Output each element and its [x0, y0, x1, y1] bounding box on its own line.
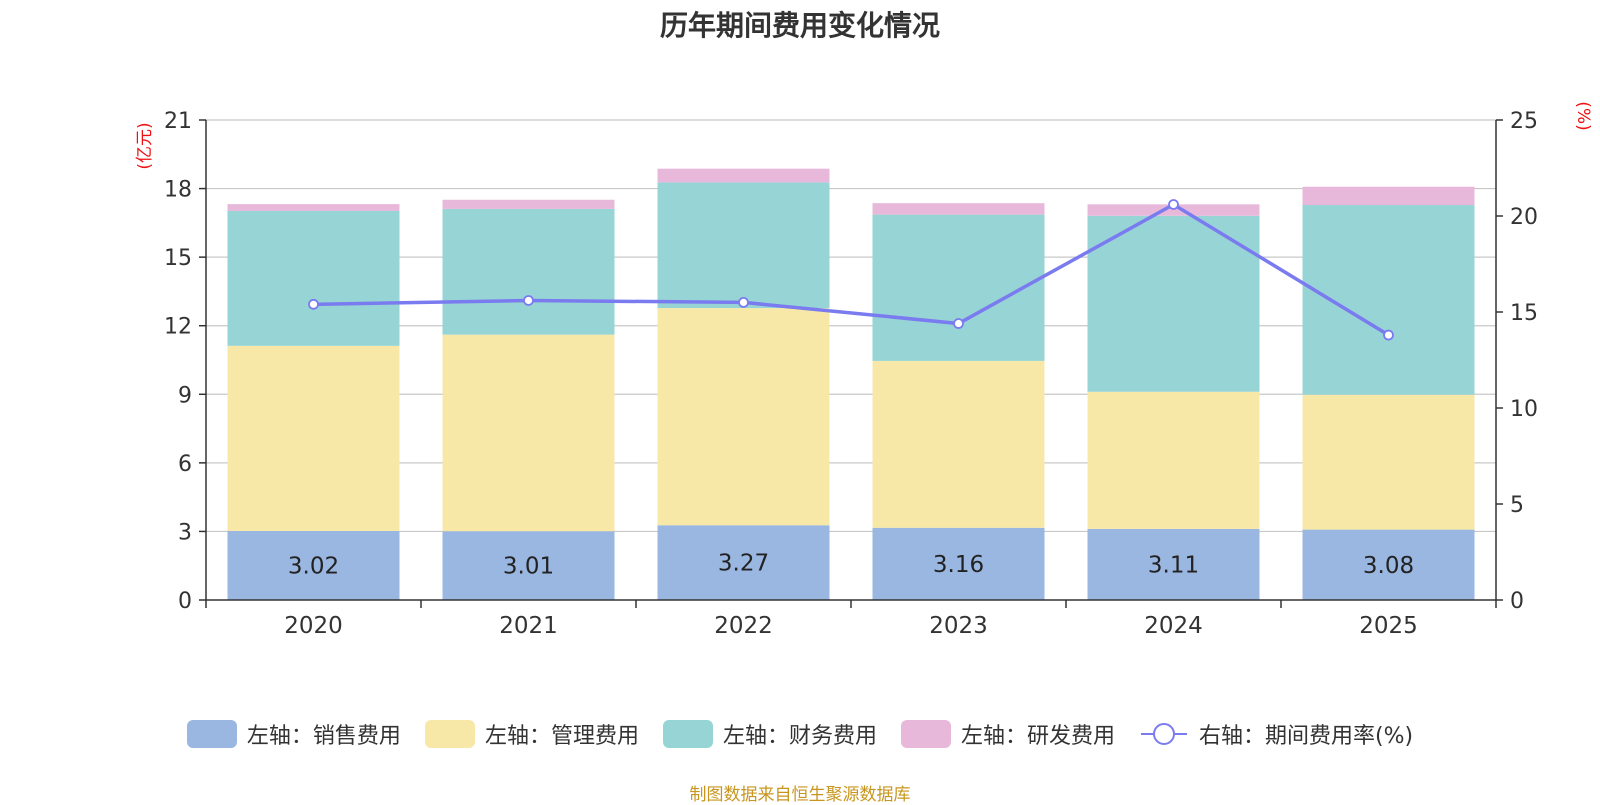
right-tick-label: 10 [1510, 397, 1538, 422]
bar-segment-4 [1087, 204, 1260, 216]
left-tick-label: 3 [178, 520, 192, 545]
bar-segment-1 [657, 525, 830, 600]
data-labels: 3.02 3.01 3.27 3.16 3.11 3.08 [288, 551, 1414, 580]
legend-item[interactable]: 左轴：研发费用 [900, 718, 1115, 750]
legend: 左轴：销售费用 左轴：管理费用 左轴：财务费用 左轴：研发费用 右轴：期间费用率(%) [0, 718, 1600, 750]
bar-segment-1 [872, 527, 1045, 600]
bar-data-label: 3.08 [1363, 553, 1414, 579]
bar-segment-2 [1302, 394, 1475, 530]
bar-segment-2 [442, 334, 615, 532]
left-tick-label: 6 [178, 452, 192, 477]
legend-label: 左轴：销售费用 [246, 724, 401, 749]
bar-segment-4 [227, 204, 400, 211]
bar-data-label: 3.16 [933, 552, 984, 578]
bar-segment-3 [657, 182, 830, 309]
legend-label: 左轴：管理费用 [484, 724, 639, 749]
right-tick-label: 0 [1510, 589, 1524, 614]
right-tick-label: 20 [1510, 205, 1538, 230]
left-axis-unit: (亿元) [135, 122, 155, 169]
bar-segment-3 [227, 210, 400, 346]
rate-point [738, 296, 749, 308]
source-note: 制图数据来自恒生聚源数据库 [689, 785, 911, 805]
rate-point [1383, 329, 1394, 341]
x-tick-label: 2024 [1144, 613, 1203, 639]
legend-item[interactable]: 左轴：财务费用 [662, 718, 877, 750]
bar-segment-2 [657, 308, 830, 526]
right-axis-unit: (%) [1573, 101, 1593, 130]
legend-swatch [900, 720, 951, 748]
bar-segment-1 [1087, 528, 1260, 600]
left-tick-label: 18 [164, 178, 192, 203]
bar-segment-1 [442, 531, 615, 600]
legend-swatch [662, 720, 713, 748]
left-tick-label: 21 [164, 109, 192, 134]
bar-segment-3 [442, 208, 615, 335]
x-tick-label: 2022 [714, 613, 773, 639]
chart-title: 历年期间费用变化情况 [659, 9, 940, 42]
bar-segment-3 [872, 214, 1045, 361]
bar-segment-2 [227, 345, 400, 531]
x-tick-label: 2020 [284, 613, 343, 639]
rate-line-layer [308, 199, 1394, 341]
legend-label: 左轴：财务费用 [722, 724, 877, 749]
legend-item[interactable]: 左轴：管理费用 [424, 718, 639, 750]
left-tick-label: 12 [164, 315, 192, 340]
legend-item[interactable]: 右轴：期间费用率(%) [1139, 718, 1413, 750]
right-tick-label: 5 [1510, 493, 1524, 518]
left-tick-label: 15 [164, 246, 192, 271]
rate-line [313, 202, 1390, 337]
legend-label: 右轴：期间费用率(%) [1198, 724, 1414, 749]
bar-data-label: 3.02 [288, 553, 339, 579]
bar-data-label: 3.27 [718, 551, 769, 577]
legend-label: 左轴：研发费用 [960, 724, 1115, 749]
x-tick-label: 2025 [1359, 613, 1418, 639]
bar-segment-4 [442, 199, 615, 209]
left-tick-label: 0 [178, 589, 192, 614]
bar-data-label: 3.11 [1148, 552, 1199, 578]
bar-segment-3 [1087, 215, 1260, 392]
bar-data-label: 3.01 [503, 554, 554, 580]
bar-layer [227, 168, 1475, 600]
x-tick-label: 2023 [929, 613, 988, 639]
legend-swatch [186, 720, 237, 748]
grid-lines [206, 119, 1496, 533]
right-tick-label: 15 [1510, 301, 1538, 326]
rate-point [523, 295, 534, 306]
legend-circle-mark [1152, 723, 1175, 745]
bar-segment-1 [1302, 529, 1475, 600]
legend-swatch [424, 720, 475, 748]
bar-segment-2 [1087, 391, 1260, 529]
bar-segment-2 [872, 360, 1045, 528]
bar-segment-4 [657, 168, 830, 183]
bar-segment-4 [872, 203, 1045, 215]
rate-point [308, 298, 319, 310]
rate-point [1168, 199, 1179, 210]
legend-item[interactable]: 左轴：销售费用 [186, 718, 401, 750]
right-tick-label: 25 [1510, 109, 1538, 134]
x-tick-label: 2021 [499, 613, 558, 639]
legend-line-swatch [1140, 723, 1187, 745]
bar-segment-1 [227, 530, 400, 600]
bar-segment-4 [1302, 186, 1475, 206]
rate-point [953, 318, 964, 329]
left-tick-label: 9 [178, 383, 192, 408]
